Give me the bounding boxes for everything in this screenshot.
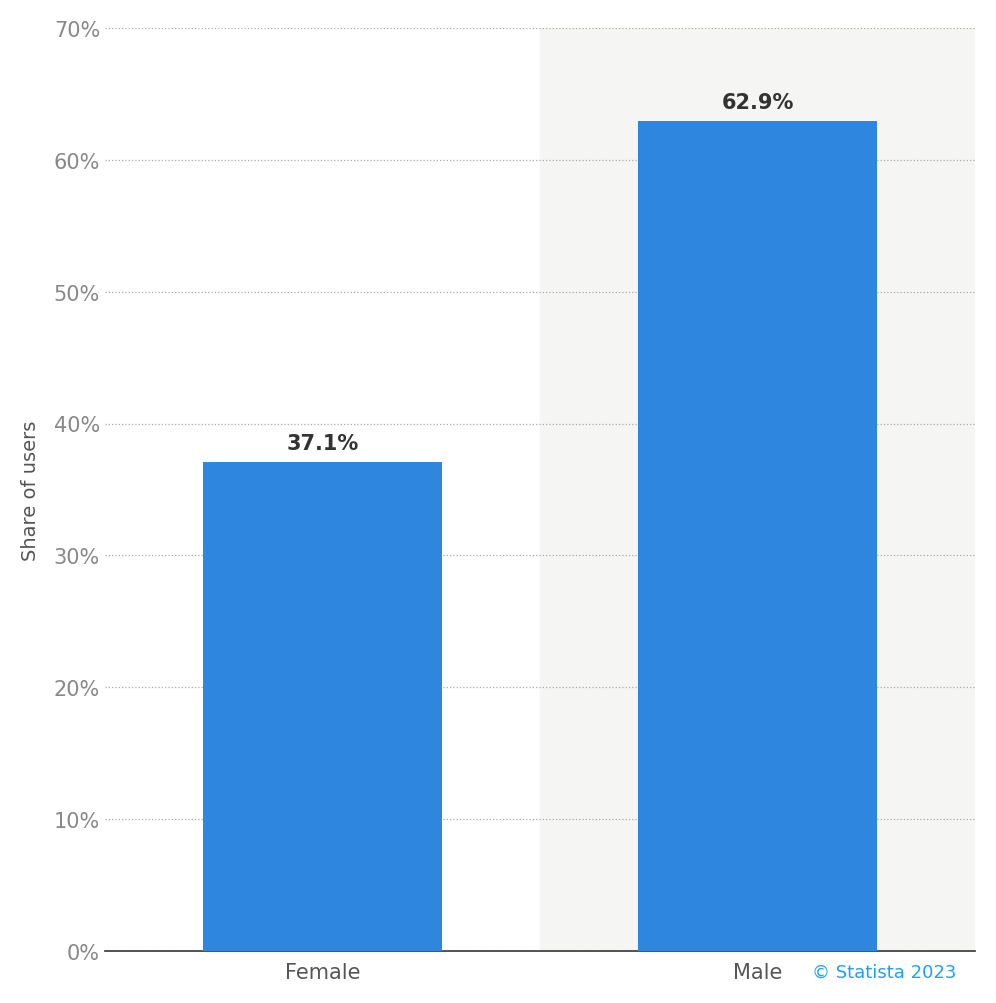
Bar bbox=[203, 462, 442, 951]
Text: 37.1%: 37.1% bbox=[287, 433, 359, 453]
Bar bbox=[540, 29, 975, 951]
Bar bbox=[638, 122, 877, 951]
Text: © Statista 2023: © Statista 2023 bbox=[812, 963, 956, 981]
Y-axis label: Share of users: Share of users bbox=[21, 420, 40, 560]
Text: 62.9%: 62.9% bbox=[721, 93, 794, 113]
